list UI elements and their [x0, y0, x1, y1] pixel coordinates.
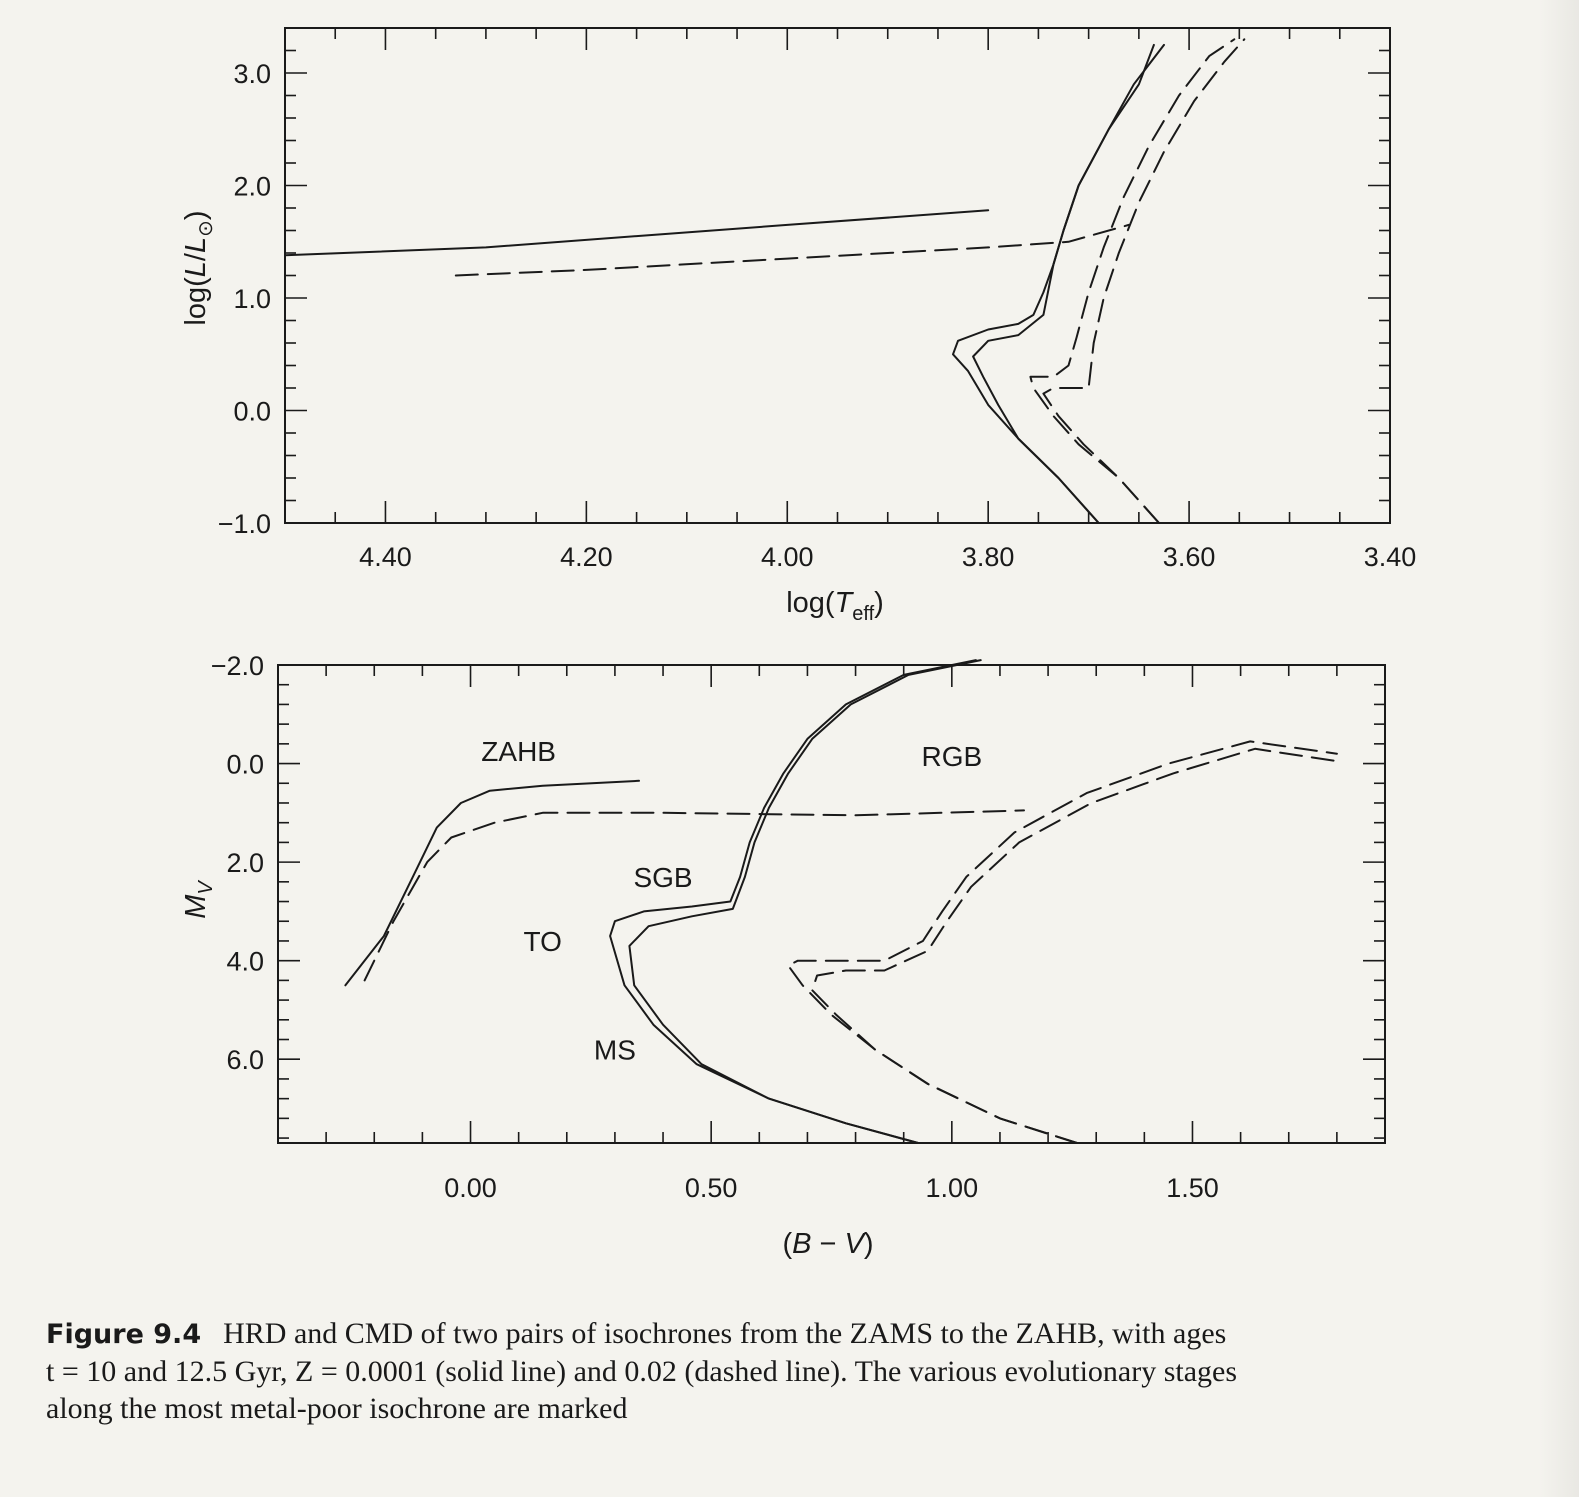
hrd-x-tick-label: 3.80 [962, 542, 1015, 572]
hrd-isochrone-dashed-6 [454, 223, 1130, 277]
page-edge-shadow [1539, 0, 1579, 1497]
cmd-x-tick-label: 0.00 [444, 1173, 497, 1203]
cmd-x-tick-label: 1.50 [1166, 1173, 1219, 1203]
figure-number: Figure 9.4 [46, 1319, 202, 1350]
stage-label-sgb: SGB [633, 862, 692, 893]
cmd-tick-labels: 0.00 0.50 1.00 1.50 −2.0 0.0 2.0 4.0 6.0 [211, 651, 1219, 1203]
hrd-y-axis-label: log(L/L⊙) [180, 210, 217, 325]
cmd-stage-labels: ZAHB RGB SGB TO MS [481, 736, 982, 1065]
cmd-y-tick-label: 0.0 [226, 750, 264, 780]
stage-label-zahb: ZAHB [481, 736, 556, 767]
hrd-plot-frame [284, 27, 1391, 524]
hrd-x-tick-label: 3.40 [1364, 542, 1417, 572]
hrd-x-tick-label: 4.40 [359, 542, 412, 572]
hrd-isochrone-dashed-4 [1042, 38, 1246, 524]
hrd-isochrone-solid-5 [284, 209, 990, 257]
hrd-isochrone-solid-1 [952, 43, 1155, 524]
cmd-y-tick-label: −2.0 [211, 651, 264, 681]
figure-panels: 4.40 4.20 4.00 3.80 3.60 3.40 −1.0 0.0 1.0 2.0 3.0… [180, 27, 1417, 1260]
hrd-tick-labels: 4.40 4.20 4.00 3.80 3.60 3.40 −1.0 0.0 1.0 2.0 3.0 [218, 59, 1417, 572]
cmd-minor-ticks [277, 664, 1386, 1143]
cmd-y-tick-label: 2.0 [226, 848, 264, 878]
hrd-x-tick-label: 3.60 [1163, 542, 1216, 572]
hrd-isochrone-curves [284, 38, 1246, 524]
cmd-y-tick-label: 4.0 [226, 947, 264, 977]
hrd-y-tick-label: −1.0 [218, 509, 271, 539]
hrd-minor-ticks [284, 27, 1391, 524]
cmd-y-tick-label: 6.0 [226, 1045, 264, 1075]
stage-label-rgb: RGB [921, 741, 982, 772]
hrd-isochrone-dashed-3 [1029, 38, 1236, 524]
cmd-isochrone-dashed-4 [811, 747, 1338, 1144]
cmd-x-tick-label: 0.50 [685, 1173, 738, 1203]
hrd-y-tick-label: 2.0 [233, 172, 271, 202]
hrd-panel: 4.40 4.20 4.00 3.80 3.60 3.40 −1.0 0.0 1.0 2.0 3.0… [180, 27, 1417, 625]
cmd-x-tick-label: 1.00 [926, 1173, 979, 1203]
hrd-x-tick-label: 4.20 [560, 542, 613, 572]
hrd-isochrone-solid-2 [972, 43, 1165, 524]
cmd-isochrone-curves [344, 659, 1338, 1144]
caption-line-2: t = 10 and 12.5 Gyr, Z = 0.0001 (solid l… [46, 1355, 1238, 1388]
cmd-x-axis-label: (B − V) [782, 1228, 873, 1260]
cmd-y-axis-label: MV [180, 880, 217, 919]
stage-label-to: TO [524, 926, 562, 957]
cmd-isochrone-dashed-3 [787, 740, 1338, 1144]
cmd-plot-frame [277, 664, 1386, 1144]
hrd-y-tick-label: 0.0 [233, 397, 271, 427]
hrd-x-tick-label: 4.00 [761, 542, 814, 572]
caption-line-3: along the most metal-poor isochrone are … [46, 1392, 628, 1425]
cmd-isochrone-solid-5 [344, 779, 640, 987]
cmd-panel: 0.00 0.50 1.00 1.50 −2.0 0.0 2.0 4.0 6.0 ZAHB RGB… [180, 651, 1386, 1260]
stage-label-ms: MS [594, 1034, 636, 1065]
hrd-y-tick-label: 3.0 [233, 59, 271, 89]
hrd-x-axis-label: log(Teff) [786, 587, 884, 625]
cmd-isochrone-dashed-6 [363, 809, 1025, 982]
caption-line-1: HRD and CMD of two pairs of isochrones f… [223, 1317, 1227, 1350]
cmd-isochrone-solid-2 [628, 659, 982, 1144]
hrd-y-tick-label: 1.0 [233, 284, 271, 314]
cmd-isochrone-solid-1 [609, 659, 977, 1144]
figure-caption: Figure 9.4 HRD and CMD of two pairs of is… [46, 1315, 1526, 1427]
